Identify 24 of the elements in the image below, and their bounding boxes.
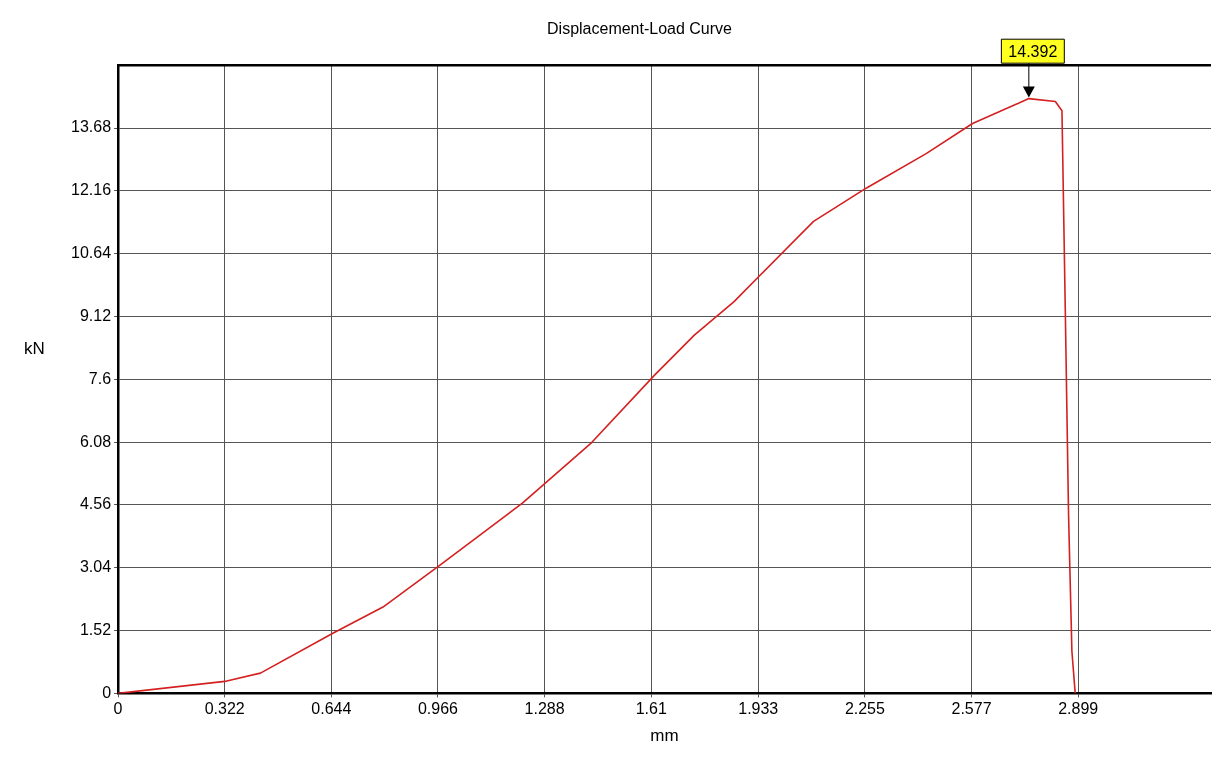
x-tick-label: 1.61 xyxy=(635,700,667,718)
x-tick-label: 0.966 xyxy=(417,700,459,718)
y-tick-label: 4.56 xyxy=(79,495,112,513)
x-axis-title: mm xyxy=(650,726,679,746)
y-tick-label: 7.6 xyxy=(88,369,112,387)
y-tick-label: 0 xyxy=(102,683,112,701)
y-tick-label: 6.08 xyxy=(79,432,112,450)
y-tick-label: 1.52 xyxy=(79,620,112,638)
y-tick-label: 3.04 xyxy=(79,558,112,576)
x-tick-label: 2.577 xyxy=(951,700,992,718)
y-tick-label: 9.12 xyxy=(79,306,112,324)
x-tick-label: 1.288 xyxy=(524,700,565,718)
y-tick-label: 12.16 xyxy=(70,181,112,199)
y-tick-label: 13.68 xyxy=(70,118,112,136)
x-tick-label: 1.933 xyxy=(738,700,779,718)
y-axis-title: kN xyxy=(24,338,45,358)
x-tick-label: 2.255 xyxy=(844,700,886,718)
y-tick-label: 10.64 xyxy=(70,244,112,262)
x-tick-label: 0.644 xyxy=(311,700,352,718)
chart-title: Displacement-Load Curve xyxy=(547,20,733,38)
x-tick-label: 0 xyxy=(113,700,123,718)
annotation: 14.392 xyxy=(1008,42,1058,60)
x-tick-label: 2.899 xyxy=(1058,700,1099,718)
x-tick-label: 0.322 xyxy=(204,700,245,718)
